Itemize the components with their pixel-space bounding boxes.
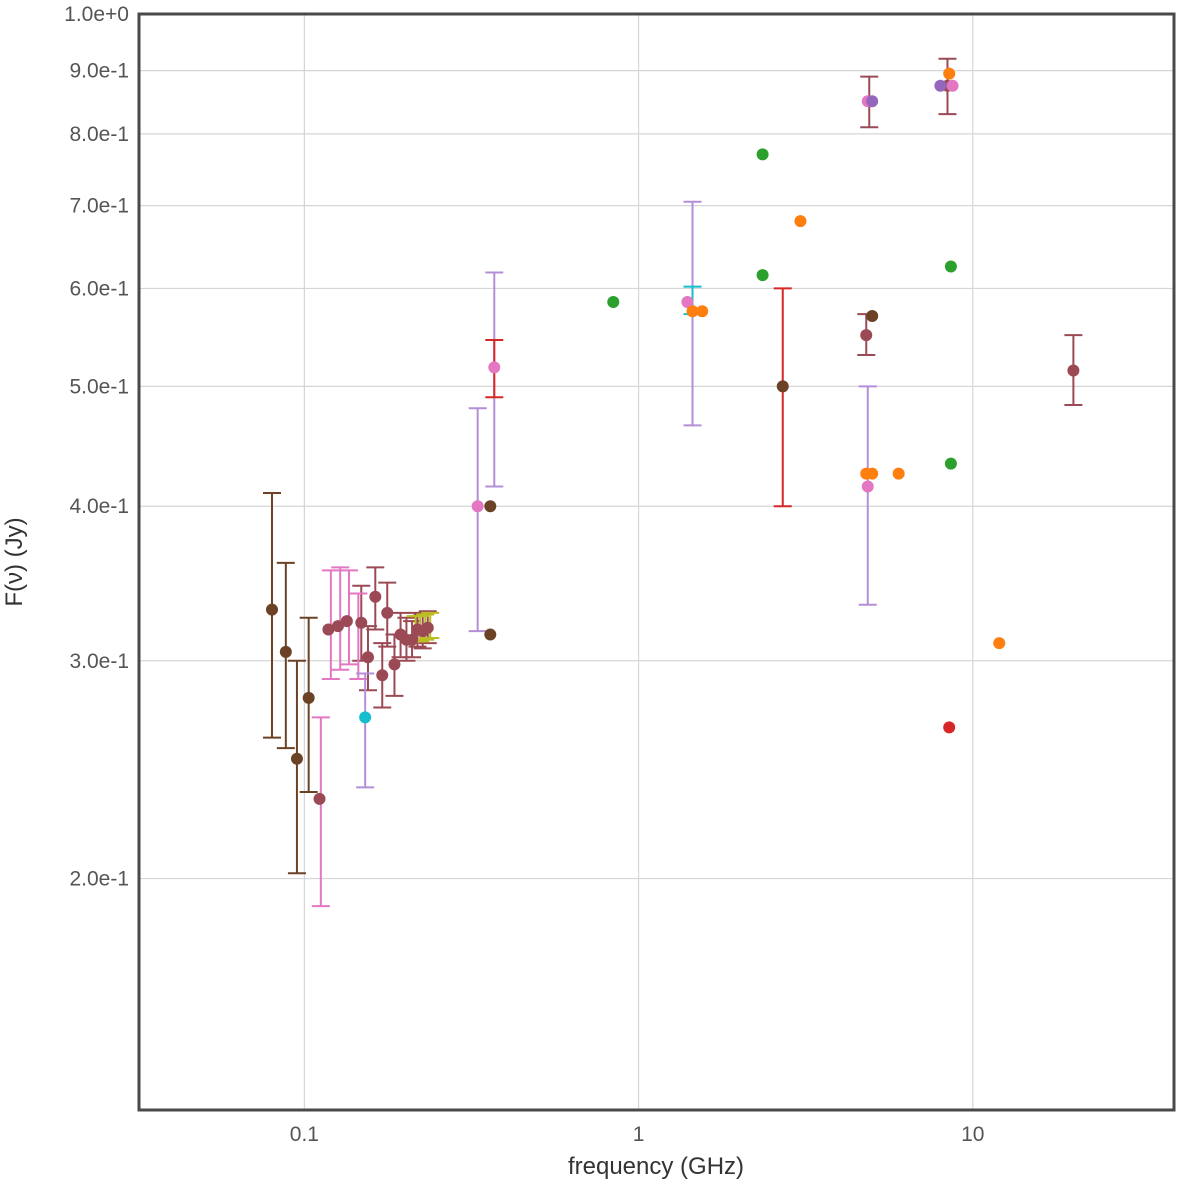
data-point-maroon [421, 621, 434, 634]
data-point-maroon [406, 633, 419, 646]
error-bar [773, 287, 792, 508]
x-tick-label: 1 [633, 1123, 645, 1146]
data-point-dark-brown [279, 645, 292, 658]
y-tick-label: 7.0e-1 [69, 195, 129, 218]
error-bar [349, 592, 368, 680]
data-point-dark-brown [484, 500, 497, 513]
data-point-pink [488, 361, 501, 374]
data-point-maroon [381, 606, 394, 619]
data-point-green [944, 457, 957, 470]
data-point-maroon [361, 651, 374, 664]
data-point-pink [681, 296, 694, 309]
data-point-maroon [313, 792, 326, 805]
data-point-maroon [388, 658, 401, 671]
y-axis-title: F(ν) (Jy) [1, 517, 28, 606]
data-point-dark-brown [265, 603, 278, 616]
y-tick-label: 8.0e-1 [69, 123, 129, 146]
data-point-dark-brown [776, 380, 789, 393]
y-tick-label: 4.0e-1 [69, 495, 129, 518]
x-axis-title: frequency (GHz) [568, 1153, 744, 1180]
y-tick-label: 1.0e+0 [64, 3, 129, 26]
data-point-orange [943, 67, 956, 80]
y-tick-label: 2.0e-1 [69, 868, 129, 891]
data-marks [262, 57, 1083, 908]
data-point-dark-brown [302, 691, 315, 704]
data-point-green [944, 260, 957, 273]
y-tick-label: 3.0e-1 [69, 650, 129, 673]
data-point-orange [866, 467, 879, 480]
data-point-dark-brown [484, 628, 497, 641]
data-point-pink [471, 500, 484, 513]
y-tick-label: 6.0e-1 [69, 277, 129, 300]
y-tick-label: 5.0e-1 [69, 375, 129, 398]
data-point-maroon [376, 669, 389, 682]
data-point-orange [686, 305, 699, 318]
data-point-maroon [1067, 364, 1080, 377]
data-point-dark-brown [866, 309, 879, 322]
plot-frame [137, 12, 1176, 1112]
x-tick-label: 10 [961, 1123, 984, 1146]
data-point-dark-brown [290, 752, 303, 765]
y-tick-label: 9.0e-1 [69, 60, 129, 83]
data-point-orange [696, 305, 709, 318]
tick-labels: 2.0e-1 3.0e-1 4.0e-1 5.0e-1 6.0e-1 7.0e-1 8.0e… [64, 3, 984, 1146]
data-point-cyan [359, 711, 372, 724]
error-bar [356, 672, 375, 789]
data-point-maroon [369, 590, 382, 603]
data-point-green [756, 269, 769, 282]
x-tick-label: 0.1 [290, 1123, 319, 1146]
data-point-green [756, 148, 769, 161]
data-point-orange [794, 215, 807, 228]
error-bar [331, 566, 350, 671]
data-point-orange [892, 467, 905, 480]
data-point-green [607, 296, 620, 309]
data-point-pink [946, 79, 959, 92]
data-point-maroon [340, 615, 353, 628]
error-bar [287, 659, 306, 875]
error-bar [858, 385, 877, 606]
data-point-maroon [322, 623, 335, 636]
error-bar [299, 616, 318, 793]
data-point-pink [861, 480, 874, 493]
error-bar [311, 716, 330, 908]
data-point-maroon [331, 620, 344, 633]
data-point-maroon [860, 329, 873, 342]
data-point-violet [934, 79, 947, 92]
data-point-maroon [355, 616, 368, 629]
data-point-violet [866, 95, 879, 108]
data-point-orange [993, 637, 1006, 650]
data-point-red [943, 721, 956, 734]
error-bar [468, 407, 487, 633]
